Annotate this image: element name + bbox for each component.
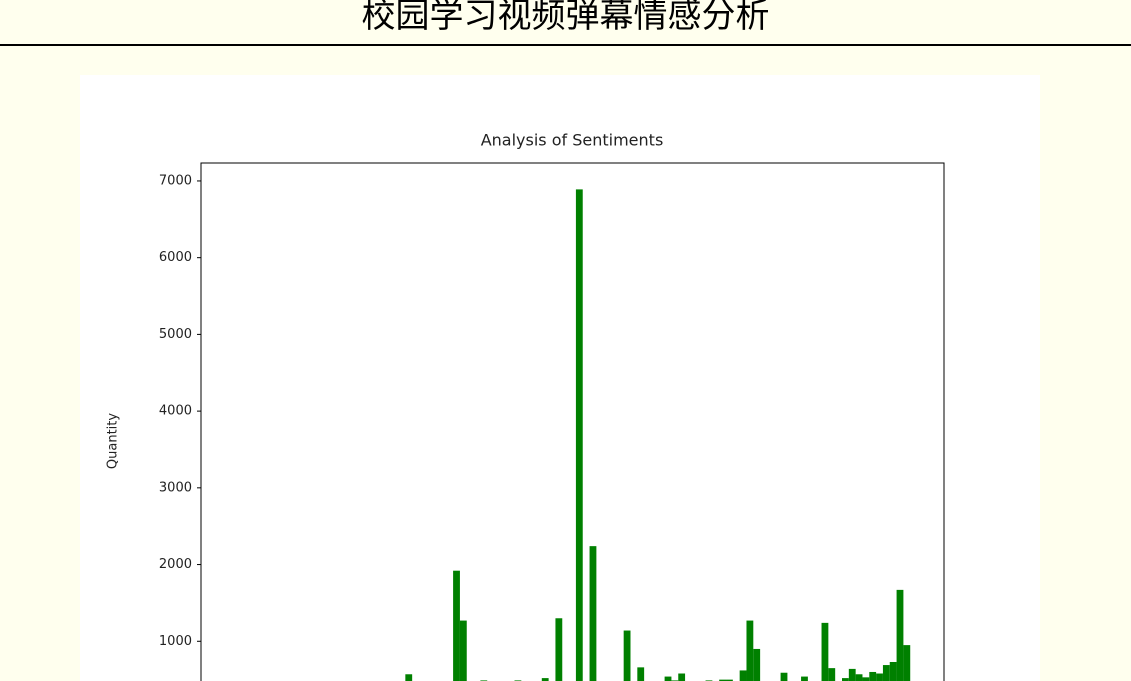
bar [459,620,467,681]
y-tick-label: 4000 [159,404,192,419]
bar [726,679,733,681]
bar [589,546,597,681]
bar [637,667,645,681]
bar [453,570,460,681]
bar [739,670,747,681]
bar [862,677,870,681]
page-title: 校园学习视频弹幕情感分析 [361,0,770,36]
header: 校园学习视频弹幕情感分析 [0,0,1131,46]
y-tick-label: 6000 [159,250,192,265]
chart-title: Analysis of Sentiments [481,131,664,150]
bar [405,674,413,681]
bar [780,672,788,681]
y-tick-label: 7000 [159,173,192,188]
bar [623,630,631,681]
bar [575,189,583,681]
bar [903,645,911,681]
y-tick-label: 1000 [159,634,192,649]
bar [828,668,836,681]
bar [869,671,877,681]
bar [848,668,856,681]
bar [889,661,897,681]
bar [719,679,727,681]
bar [555,618,563,681]
y-tick-label: 2000 [159,557,192,572]
bar [882,665,890,681]
bar [746,620,754,681]
bar [541,678,549,681]
bar [753,648,761,681]
bar [876,673,883,681]
y-tick-label: 3000 [159,480,192,495]
bar [841,678,849,681]
axes-frame [200,162,945,681]
bar [664,676,672,681]
y-tick-label: 5000 [159,327,192,342]
bar [855,674,863,681]
bar [678,673,686,681]
y-axis-label: Quantity [106,413,121,469]
bar [821,622,829,681]
bar [896,589,904,681]
chart-background [80,75,1040,681]
bar [801,676,808,681]
